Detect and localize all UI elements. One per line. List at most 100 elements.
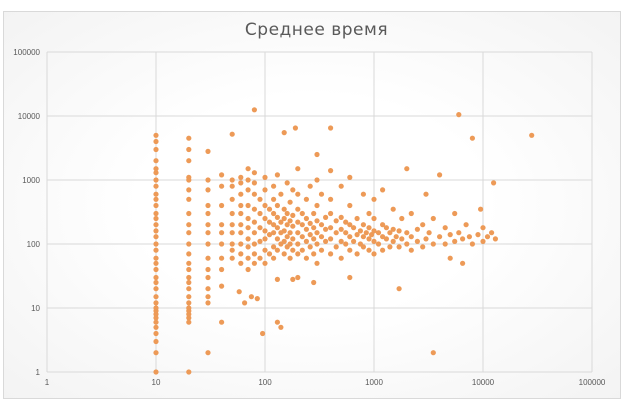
data-point xyxy=(290,212,296,218)
data-point xyxy=(219,266,225,273)
data-point xyxy=(238,180,244,186)
data-point xyxy=(251,206,257,212)
data-point xyxy=(371,251,377,257)
data-point xyxy=(354,215,360,222)
data-point xyxy=(153,202,159,209)
data-point xyxy=(492,236,498,242)
data-point xyxy=(229,183,235,189)
data-point xyxy=(295,191,301,197)
data-point xyxy=(153,170,159,176)
data-point xyxy=(186,196,192,202)
data-point xyxy=(153,274,159,281)
data-point xyxy=(430,241,436,247)
data-point xyxy=(248,294,254,300)
data-point xyxy=(323,238,329,244)
data-point xyxy=(351,225,357,231)
data-point xyxy=(338,183,344,189)
data-point xyxy=(205,177,211,183)
data-point xyxy=(466,234,472,240)
data-point xyxy=(295,241,301,247)
data-point xyxy=(153,234,159,240)
data-point xyxy=(281,206,287,212)
y-tick-label: 1000 xyxy=(22,176,40,185)
data-point xyxy=(343,241,349,247)
y-tick-label: 1 xyxy=(36,368,41,377)
data-point xyxy=(290,236,296,242)
data-point xyxy=(404,166,410,172)
data-point xyxy=(347,174,353,180)
data-point xyxy=(238,230,244,236)
data-point xyxy=(281,228,287,234)
data-point xyxy=(366,210,372,217)
data-point xyxy=(314,177,320,183)
data-point xyxy=(360,234,366,240)
data-point xyxy=(404,241,410,247)
data-point xyxy=(245,166,251,172)
data-point xyxy=(323,226,329,232)
data-point xyxy=(205,148,211,154)
data-point xyxy=(290,223,296,229)
data-point xyxy=(399,215,405,222)
data-point xyxy=(366,225,372,231)
data-point xyxy=(290,187,296,193)
data-point xyxy=(442,225,448,231)
data-point xyxy=(295,230,301,236)
x-tick-label: 100 xyxy=(258,378,272,387)
data-point xyxy=(347,274,353,281)
data-point xyxy=(271,183,277,189)
data-point xyxy=(408,247,414,253)
data-point xyxy=(456,112,462,118)
data-point xyxy=(229,241,235,247)
data-point xyxy=(284,222,290,228)
data-point xyxy=(262,236,268,242)
x-tick-label: 100000 xyxy=(579,378,606,387)
data-point xyxy=(238,260,244,266)
data-point xyxy=(153,183,159,189)
data-point xyxy=(251,260,257,266)
data-point xyxy=(245,255,251,261)
data-point xyxy=(383,225,389,231)
data-point xyxy=(251,230,257,236)
data-point xyxy=(274,276,280,282)
data-point xyxy=(390,226,396,232)
data-point xyxy=(387,230,393,236)
data-point xyxy=(236,289,242,295)
data-point xyxy=(469,135,475,141)
data-point xyxy=(153,138,159,145)
data-point xyxy=(314,230,320,236)
data-point xyxy=(271,230,277,236)
data-point xyxy=(245,177,251,183)
data-point xyxy=(245,225,251,231)
data-point xyxy=(314,241,320,247)
data-point xyxy=(380,222,386,228)
data-point xyxy=(205,222,211,228)
data-point xyxy=(245,236,251,242)
data-point xyxy=(396,244,402,250)
data-point xyxy=(153,191,159,197)
data-point xyxy=(205,300,211,306)
data-point xyxy=(414,238,420,244)
data-point xyxy=(219,183,225,189)
data-point xyxy=(371,215,377,222)
data-point xyxy=(186,305,192,311)
data-point xyxy=(303,215,309,222)
data-point xyxy=(219,241,225,247)
data-point xyxy=(366,236,372,242)
data-point xyxy=(153,338,159,345)
data-point xyxy=(314,260,320,266)
data-point xyxy=(245,215,251,222)
data-point xyxy=(238,191,244,197)
data-point xyxy=(274,202,280,209)
data-point xyxy=(238,210,244,217)
data-point xyxy=(284,180,290,186)
data-point xyxy=(153,324,159,330)
data-point xyxy=(271,196,277,202)
data-point xyxy=(271,210,277,217)
data-point xyxy=(360,191,366,197)
data-point xyxy=(437,172,443,178)
data-point xyxy=(333,244,339,250)
data-point xyxy=(491,180,497,186)
data-point xyxy=(347,202,353,209)
data-point xyxy=(478,206,484,212)
data-point xyxy=(257,238,263,244)
